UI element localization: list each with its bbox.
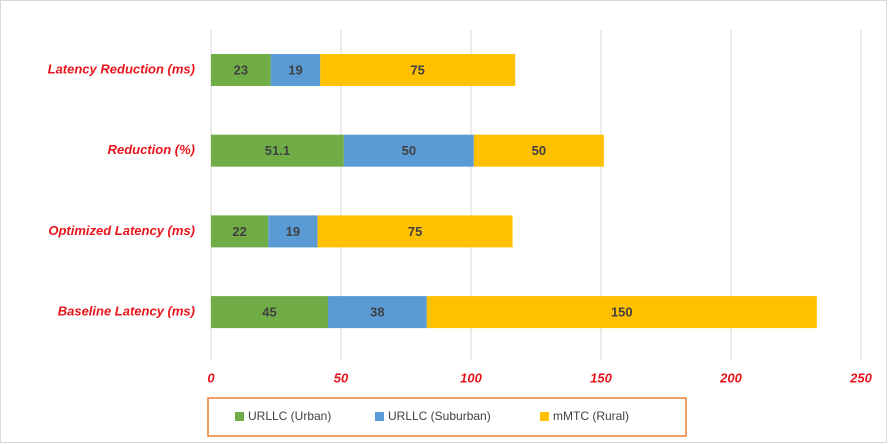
- bar-segment: [270, 54, 321, 86]
- data-label: 50: [532, 143, 546, 158]
- bar-segment: [473, 134, 604, 167]
- data-label: 50: [402, 143, 416, 158]
- legend-label: URLLC (Urban): [248, 409, 331, 423]
- bar-segment: [268, 215, 318, 248]
- category-label: Optimized Latency (ms): [48, 223, 195, 238]
- x-tick-label: 0: [207, 370, 215, 385]
- data-label: 38: [370, 305, 384, 320]
- data-label: 45: [262, 305, 276, 320]
- bar-segment: [426, 296, 817, 329]
- data-label: 75: [408, 224, 422, 239]
- data-label: 75: [410, 62, 424, 77]
- bar-segment: [320, 54, 516, 86]
- data-label: 22: [232, 224, 246, 239]
- x-tick-label: 100: [460, 370, 482, 385]
- category-label: Latency Reduction (ms): [48, 61, 195, 76]
- bar-segment: [211, 215, 269, 248]
- bar-segment: [343, 134, 474, 167]
- x-tick-label: 150: [590, 370, 612, 385]
- data-label: 23: [234, 62, 248, 77]
- data-label: 19: [288, 62, 302, 77]
- bar-segment: [211, 54, 271, 86]
- legend-box: [207, 397, 687, 437]
- x-tick-label: 200: [719, 370, 742, 385]
- data-label: 51.1: [265, 143, 290, 158]
- legend-swatch: [375, 412, 384, 421]
- category-label: Baseline Latency (ms): [58, 304, 195, 319]
- legend-swatch: [235, 412, 244, 421]
- data-label: 150: [611, 305, 633, 320]
- bar-segment: [211, 134, 344, 167]
- legend-label: URLLC (Suburban): [388, 409, 491, 423]
- x-tick-label: 250: [849, 370, 872, 385]
- legend-swatch: [540, 412, 549, 421]
- data-label: 19: [286, 224, 300, 239]
- bar-segment: [328, 296, 427, 329]
- category-label: Reduction (%): [108, 142, 195, 157]
- legend-label: mMTC (Rural): [553, 409, 629, 423]
- bar-segment: [211, 296, 328, 329]
- bar-segment: [317, 215, 513, 248]
- x-tick-label: 50: [334, 370, 349, 385]
